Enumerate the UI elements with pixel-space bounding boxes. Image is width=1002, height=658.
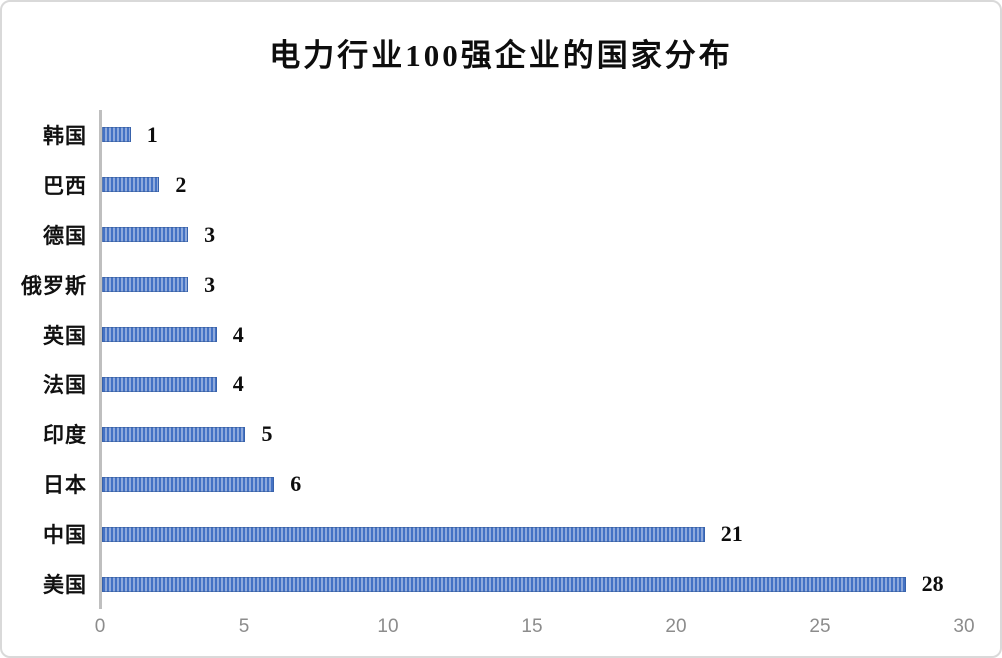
bar-row: 4 xyxy=(102,310,963,360)
category-label: 德国 xyxy=(43,223,87,248)
value-label: 28 xyxy=(921,571,944,597)
bar-row: 2 xyxy=(102,160,963,210)
category-label: 巴西 xyxy=(43,173,87,198)
category-label: 印度 xyxy=(43,423,87,448)
bar-row: 28 xyxy=(102,559,963,609)
value-label: 3 xyxy=(204,221,216,247)
bar-row: 1 xyxy=(102,110,963,160)
x-tick-label: 10 xyxy=(377,616,399,637)
category-label: 中国 xyxy=(43,523,87,548)
x-tick-label: 20 xyxy=(665,616,687,637)
category-labels: 韩国巴西德国俄罗斯英国法国印度日本中国美国 xyxy=(2,110,87,609)
value-label: 4 xyxy=(232,321,244,347)
bar-row: 3 xyxy=(102,210,963,260)
bar-row: 5 xyxy=(102,409,963,459)
value-label: 21 xyxy=(720,521,743,547)
category-label: 法国 xyxy=(43,373,87,398)
category-label: 英国 xyxy=(43,323,87,348)
bar xyxy=(102,426,246,442)
bar xyxy=(102,476,275,492)
x-axis: 0 5 10 15 20 25 30 xyxy=(95,616,975,642)
value-label: 2 xyxy=(175,171,187,197)
value-label: 6 xyxy=(290,471,302,497)
bar-row: 21 xyxy=(102,509,963,559)
bar xyxy=(102,327,217,343)
chart-title: 电力行业100强企业的国家分布 xyxy=(269,38,733,73)
bar-row: 3 xyxy=(102,260,963,310)
bar xyxy=(102,277,189,293)
x-tick-label: 0 xyxy=(94,616,106,637)
bar xyxy=(102,177,160,193)
category-label: 美国 xyxy=(43,573,87,598)
x-tick-label: 30 xyxy=(953,616,975,637)
value-label: 5 xyxy=(261,421,273,447)
x-tick-label: 25 xyxy=(809,616,831,637)
category-label: 日本 xyxy=(43,473,87,498)
bar xyxy=(102,376,217,392)
category-label: 俄罗斯 xyxy=(21,273,87,298)
value-label: 3 xyxy=(204,271,216,297)
bar xyxy=(102,526,705,542)
bar-row: 6 xyxy=(102,459,963,509)
bar xyxy=(102,127,131,143)
x-tick-label: 5 xyxy=(238,616,250,637)
value-label: 4 xyxy=(232,371,244,397)
plot-area: 1 2 3 3 4 4 5 6 21 28 xyxy=(99,110,963,609)
x-tick-label: 15 xyxy=(521,616,543,637)
bar-row: 4 xyxy=(102,360,963,410)
bar xyxy=(102,576,906,592)
value-label: 1 xyxy=(146,121,158,147)
category-label: 韩国 xyxy=(43,123,87,148)
bar xyxy=(102,227,189,243)
